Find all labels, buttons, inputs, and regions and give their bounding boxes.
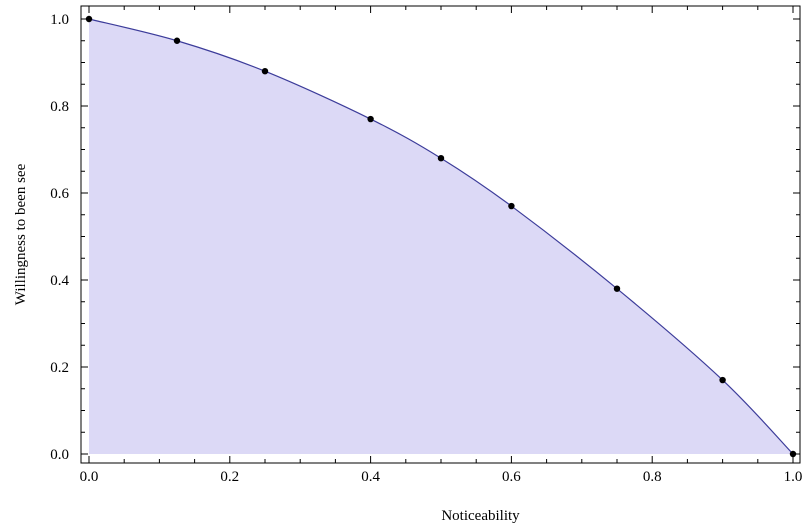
data-point — [437, 155, 445, 162]
y-tick-label: 0.8 — [50, 99, 69, 115]
x-tick-label: 0.0 — [80, 469, 99, 485]
data-point — [367, 115, 374, 123]
x-tick-label: 1.0 — [784, 469, 803, 485]
data-point — [261, 68, 269, 75]
x-tick-label: 0.4 — [361, 469, 380, 485]
area-fill — [89, 19, 793, 454]
y-tick-label: 0.0 — [50, 447, 69, 463]
area-layer — [88, 18, 794, 455]
y-tick-label: 0.2 — [50, 360, 69, 376]
data-point — [613, 285, 621, 292]
x-tick-label: 0.8 — [643, 469, 662, 485]
data-points — [85, 15, 797, 458]
x-tick-label: 0.2 — [220, 469, 239, 485]
data-point — [789, 450, 797, 458]
x-axis-title: Noticeability — [441, 508, 520, 524]
y-tick-label: 1.0 — [50, 12, 69, 28]
data-point — [508, 202, 515, 210]
data-point — [173, 37, 181, 44]
y-tick-label: 0.6 — [50, 186, 69, 202]
data-point — [719, 376, 726, 384]
axis-ticks: 0.0 0.2 0.4 0.6 0.8 1.0 0.0 0.2 0.4 0.6 0.8 1.0 — [50, 6, 802, 485]
series-line — [88, 18, 794, 455]
y-tick-label: 0.4 — [50, 273, 69, 289]
y-axis-title: Willingness to been see — [13, 163, 29, 305]
x-tick-label: 0.6 — [502, 469, 521, 485]
data-point — [85, 15, 93, 23]
